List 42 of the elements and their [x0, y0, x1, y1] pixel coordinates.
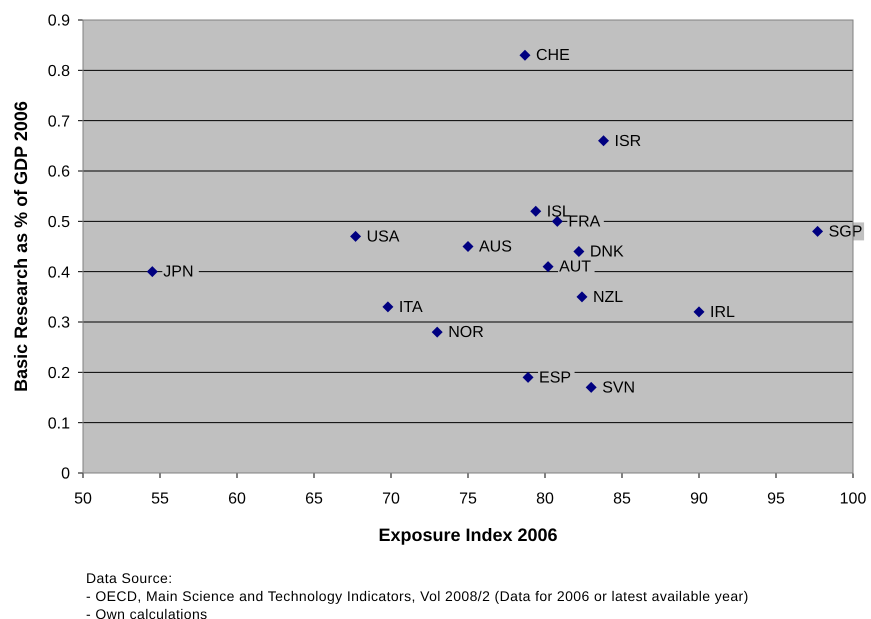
annotation: FRA: [568, 212, 601, 230]
x-tick-label: 75: [459, 490, 477, 508]
x-tick-label: 55: [151, 490, 169, 508]
y-tick-label: 0.1: [48, 415, 70, 432]
x-tick-label: 80: [536, 490, 554, 508]
annotation: ISR: [614, 132, 642, 150]
annotation: CHE: [536, 46, 570, 64]
annotation: NZL: [592, 288, 624, 306]
y-tick-label: 0.7: [48, 113, 70, 130]
annotation: SGP: [828, 222, 862, 240]
x-tick-label: 60: [228, 490, 246, 508]
y-tick-label: 0.6: [48, 164, 70, 181]
y-tick-label: 0.9: [48, 12, 70, 30]
y-tick-label: 0.4: [48, 264, 70, 282]
annotation: DNK: [590, 243, 624, 260]
y-tick-label: 0.2: [48, 365, 70, 382]
text: - OECD, Main Science and Technology Indicators, Vol 2008/2 (Data for 2006 or latest available year): [86, 587, 749, 605]
annotation: USA: [366, 228, 400, 245]
x-tick-label: 70: [382, 490, 400, 508]
source-note: Data Source:: [86, 569, 174, 587]
y-axis-title: Basic Research as % of GDP 2006: [11, 101, 31, 392]
y-tick-label: 0: [61, 466, 70, 483]
text: - Own calculations: [86, 605, 209, 619]
x-tick-label: 85: [613, 490, 631, 508]
x-axis-title: Exposure Index 2006: [378, 525, 558, 545]
annotation: NOR: [448, 324, 484, 341]
x-tick-label: 65: [305, 490, 323, 508]
annotation: ISL: [546, 202, 571, 220]
x-tick-label: 90: [690, 490, 708, 508]
y-tick-label: 0.3: [48, 314, 70, 332]
annotation: AUS: [479, 238, 512, 255]
annotation: JPN: [163, 263, 194, 280]
y-tick-label: 0.5: [48, 214, 70, 232]
x-tick-label: 95: [767, 490, 785, 508]
annotation: IRL: [710, 303, 735, 320]
y-tick-label: 0.8: [48, 63, 70, 80]
annotation: ESP: [539, 368, 572, 386]
x-tick-label: 100: [840, 490, 866, 508]
annotation: AUT: [559, 258, 592, 276]
x-tick-label: 50: [74, 490, 92, 508]
annotation: ITA: [398, 298, 423, 316]
annotation: SVN: [602, 378, 636, 396]
